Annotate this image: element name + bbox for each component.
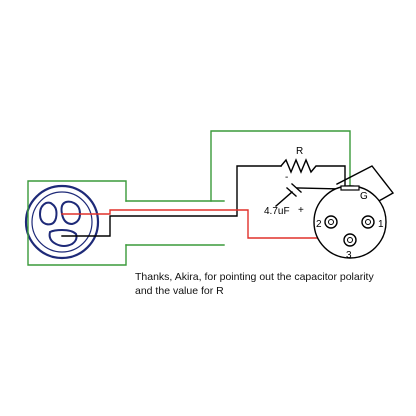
pin-label-2: 2 <box>316 219 322 230</box>
jack-connector <box>24 184 100 260</box>
xlr-pin-3 <box>343 233 357 247</box>
caption-line-2: and the value for R <box>135 285 224 297</box>
xlr-key-slot <box>340 185 360 191</box>
resistor-label: R <box>296 146 303 157</box>
jack-contact-left <box>38 201 58 226</box>
capacitor-value: 4.7uF <box>264 206 290 217</box>
xlr-connector <box>313 165 395 259</box>
pin-label-g: G <box>360 191 368 202</box>
jack-contact-bottom <box>48 228 78 247</box>
capacitor-minus: - <box>285 172 288 183</box>
red-signal-wire <box>61 209 341 239</box>
caption: Thanks, Akira, for pointing out the capa… <box>135 270 405 298</box>
xlr-ground-tab <box>336 165 395 207</box>
capacitor-plate-1 <box>286 187 297 197</box>
capacitor-lead-left <box>275 191 293 207</box>
black-ground-wire <box>61 165 282 237</box>
xlr-pin-2 <box>324 215 338 229</box>
capacitor-plus: + <box>298 205 304 216</box>
caption-line-1: Thanks, Akira, for pointing out the capa… <box>135 271 374 283</box>
pin-label-1: 1 <box>378 219 384 230</box>
xlr-pin-1 <box>361 215 375 229</box>
jack-shield-box <box>27 180 127 266</box>
resistor-symbol <box>280 158 346 186</box>
pin-label-3: 3 <box>346 250 352 261</box>
jack-contact-right <box>60 200 82 226</box>
shield-ground-wire <box>210 130 351 202</box>
